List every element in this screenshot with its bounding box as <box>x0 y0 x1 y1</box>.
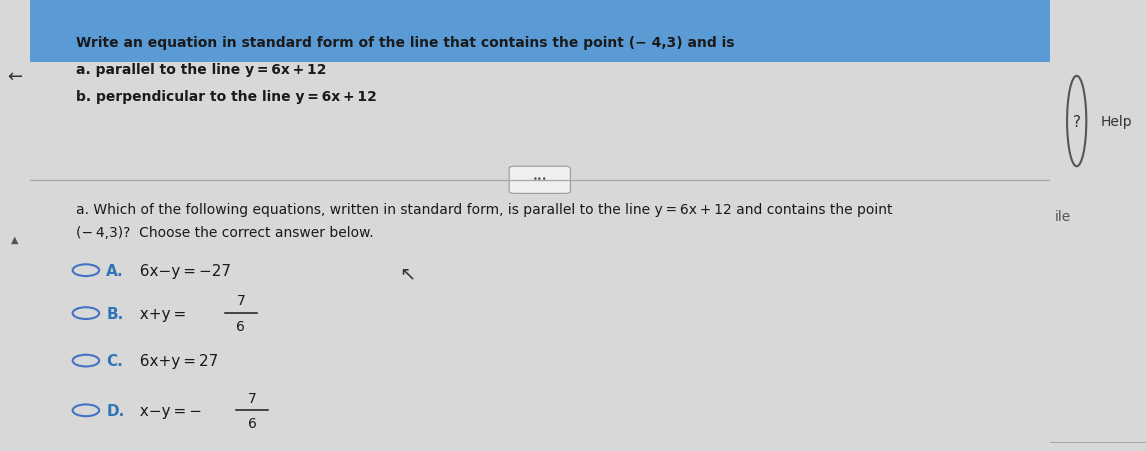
FancyBboxPatch shape <box>509 167 571 194</box>
Text: 6x−y = −27: 6x−y = −27 <box>129 263 230 278</box>
Text: ile: ile <box>1054 210 1070 223</box>
Text: ↖: ↖ <box>399 263 415 282</box>
Text: Write an equation in standard form of the line that contains the point (− 4,3) a: Write an equation in standard form of th… <box>76 36 735 50</box>
Text: b. perpendicular to the line y = 6x + 12: b. perpendicular to the line y = 6x + 12 <box>76 90 377 104</box>
Text: 6x+y = 27: 6x+y = 27 <box>129 353 218 368</box>
Text: 7: 7 <box>236 294 245 308</box>
Text: 6: 6 <box>248 416 257 430</box>
Text: ?: ? <box>1073 114 1081 129</box>
Text: (− 4,3)?  Choose the correct answer below.: (− 4,3)? Choose the correct answer below… <box>76 226 374 239</box>
Text: D.: D. <box>107 403 125 418</box>
Text: a. Which of the following equations, written in standard form, is parallel to th: a. Which of the following equations, wri… <box>76 203 893 216</box>
Text: Help: Help <box>1101 115 1132 129</box>
Text: B.: B. <box>107 306 124 321</box>
Text: x+y =: x+y = <box>129 306 189 321</box>
Text: •••: ••• <box>533 175 547 184</box>
Text: a. parallel to the line y = 6x + 12: a. parallel to the line y = 6x + 12 <box>76 63 327 77</box>
Text: ←: ← <box>7 68 23 86</box>
Text: 7: 7 <box>248 391 257 405</box>
Text: 6: 6 <box>236 319 245 333</box>
Text: x−y = −: x−y = − <box>129 403 202 418</box>
Text: A.: A. <box>107 263 124 278</box>
Text: ▲: ▲ <box>11 234 18 244</box>
Text: C.: C. <box>107 353 123 368</box>
FancyBboxPatch shape <box>30 0 1050 63</box>
